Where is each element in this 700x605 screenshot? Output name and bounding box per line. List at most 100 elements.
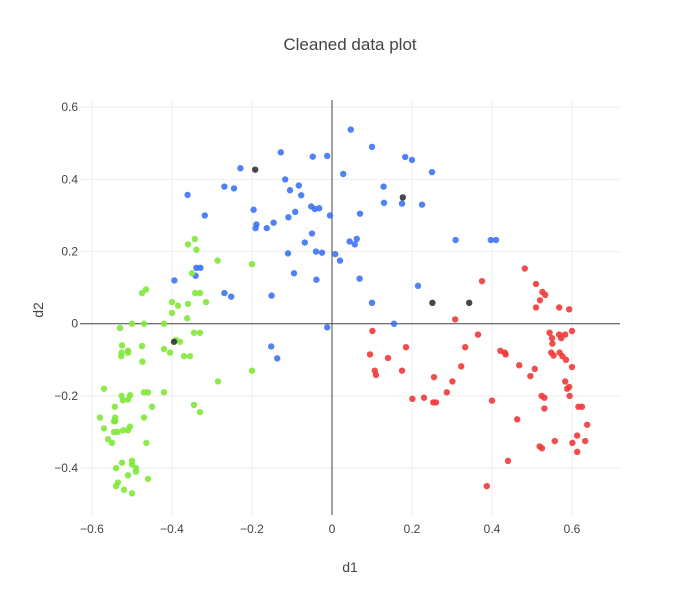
- data-point: [148, 403, 156, 410]
- data-point: [430, 399, 437, 406]
- data-point: [295, 182, 302, 189]
- data-point: [492, 236, 500, 244]
- data-point: [527, 372, 534, 380]
- data-point: [368, 299, 376, 307]
- data-point: [402, 153, 409, 161]
- data-point: [568, 363, 576, 371]
- data-point: [308, 230, 316, 237]
- data-point: [532, 280, 540, 288]
- data-point: [214, 257, 221, 264]
- data-point: [452, 236, 459, 244]
- data-point: [124, 472, 132, 479]
- data-point: [192, 289, 199, 297]
- data-point: [420, 394, 428, 401]
- data-point: [558, 334, 565, 342]
- data-point: [160, 345, 168, 353]
- data-point: [270, 219, 277, 226]
- data-point: [118, 392, 125, 400]
- data-point: [188, 270, 196, 277]
- x-tick-label: 0.4: [484, 522, 501, 536]
- y-tick-label: 0.2: [61, 245, 78, 259]
- data-point: [402, 343, 410, 351]
- data-point: [112, 464, 120, 472]
- data-point: [118, 353, 125, 360]
- data-point: [542, 291, 549, 299]
- data-point: [118, 459, 126, 466]
- data-point: [184, 241, 192, 248]
- series-1: [366, 265, 591, 490]
- data-point: [541, 394, 548, 401]
- data-point: [282, 176, 289, 183]
- data-point: [196, 329, 204, 336]
- data-point: [221, 289, 228, 297]
- data-point: [110, 417, 118, 425]
- data-point: [100, 385, 108, 392]
- data-point: [160, 320, 168, 327]
- data-point: [462, 343, 469, 351]
- data-point: [292, 208, 299, 216]
- data-point: [228, 293, 235, 300]
- data-point: [566, 392, 573, 400]
- zero-lines: [80, 100, 620, 515]
- data-point: [140, 414, 148, 421]
- data-point: [301, 239, 308, 246]
- data-point: [548, 334, 556, 342]
- data-point: [100, 425, 108, 432]
- data-point: [429, 299, 436, 307]
- data-point: [574, 448, 581, 456]
- y-tick-label: 0.4: [61, 172, 78, 186]
- data-point: [501, 349, 508, 356]
- data-point: [180, 353, 188, 360]
- data-point: [569, 439, 576, 447]
- data-point: [521, 265, 528, 272]
- data-point: [536, 297, 544, 304]
- y-tick-label: 0: [71, 317, 78, 331]
- series-2: [96, 235, 256, 497]
- data-point: [128, 490, 136, 497]
- data-point: [324, 152, 331, 160]
- y-tick-label: −0.4: [54, 461, 78, 475]
- data-point: [408, 156, 416, 164]
- data-point: [237, 165, 244, 172]
- data-point: [531, 365, 538, 373]
- chart-title: Cleaned data plot: [283, 35, 417, 54]
- data-point: [138, 342, 146, 350]
- data-point: [108, 439, 116, 447]
- data-point: [268, 343, 275, 350]
- data-point: [221, 183, 228, 190]
- data-point: [193, 264, 200, 272]
- data-point: [356, 275, 363, 282]
- data-point: [190, 401, 198, 409]
- data-point: [196, 289, 204, 297]
- data-point: [190, 329, 198, 336]
- data-point: [140, 389, 148, 396]
- data-points: [96, 126, 591, 497]
- data-point: [250, 206, 257, 213]
- data-point: [428, 168, 436, 176]
- x-tick-label: 0.2: [404, 522, 421, 536]
- data-point: [418, 201, 426, 208]
- data-point: [184, 191, 191, 199]
- x-tick-label: 0.6: [564, 522, 581, 536]
- data-point: [514, 416, 521, 423]
- data-point: [110, 428, 118, 436]
- data-point: [556, 304, 563, 311]
- data-point: [398, 200, 406, 207]
- data-point: [128, 320, 136, 327]
- y-axis-title: d2: [30, 302, 46, 318]
- data-point: [142, 286, 150, 293]
- data-point: [143, 439, 150, 447]
- data-point: [313, 276, 320, 283]
- data-point: [230, 185, 238, 192]
- data-point: [458, 363, 465, 370]
- data-point: [483, 482, 490, 490]
- data-point: [574, 432, 581, 439]
- data-point: [353, 235, 360, 243]
- data-point: [128, 461, 136, 468]
- data-point: [168, 309, 176, 317]
- data-point: [274, 355, 281, 362]
- data-point: [356, 210, 364, 217]
- data-point: [549, 340, 556, 347]
- data-point: [285, 214, 292, 221]
- x-tick-labels: −0.6 −0.4 −0.2 0 0.2 0.4 0.6: [80, 522, 581, 536]
